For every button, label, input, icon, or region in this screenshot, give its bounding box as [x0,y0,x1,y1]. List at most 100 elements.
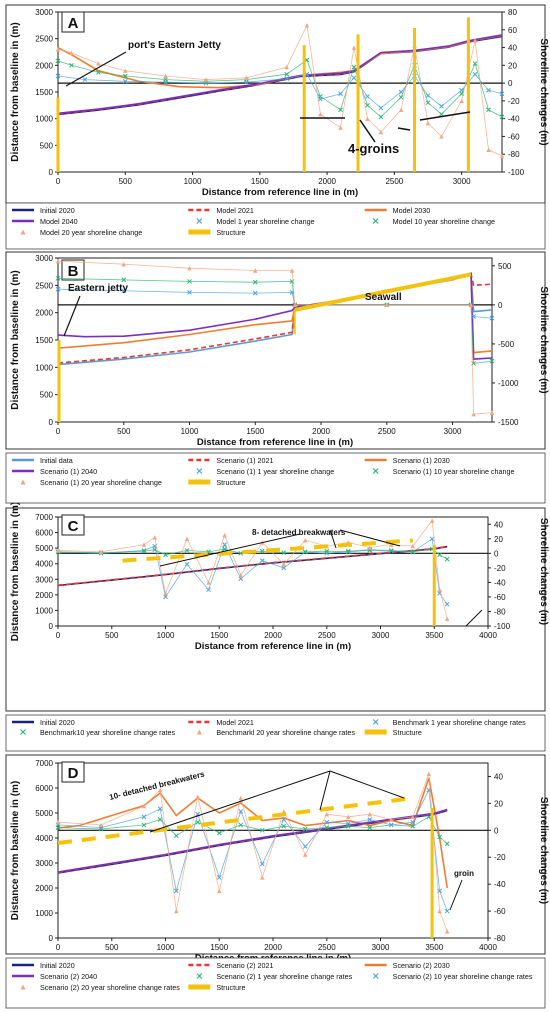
legend-label: Initial 2020 [40,718,75,727]
panel-frame [5,4,546,204]
y2-tick-label: 20 [508,61,517,70]
legend-swatch [196,468,203,474]
x-marker [284,76,290,82]
x-marker [302,844,308,849]
x-marker [206,587,211,593]
x-marker [398,94,404,100]
x-marker [425,100,431,106]
x-marker [163,594,168,600]
annotation-arrow [329,529,337,549]
x-marker [96,70,101,75]
legend-label: Structure [216,983,245,992]
annotation-arrow [65,51,127,87]
marker-trace [57,260,493,415]
panel-label: D [68,765,79,782]
y2-tick-label: 60 [508,26,517,35]
x-marker [437,834,442,840]
triangle-marker [163,591,168,596]
x-marker [472,71,478,77]
x-tick-label: 0 [56,631,61,640]
x-marker [238,550,244,556]
x-marker [187,279,192,284]
triangle-marker [426,771,432,776]
triangle-marker [157,787,163,793]
legend-label: Scenario (1) 2030 [393,456,450,465]
x-tick-label: 3500 [425,943,443,952]
marker-trace [57,277,493,364]
triangle-marker [55,258,61,264]
x-marker [365,102,370,108]
x-marker [489,358,495,364]
x-marker [259,558,265,563]
y-axis-label: Distance from baseline in (m) [10,22,21,161]
legend-swatch [20,479,26,485]
x-marker [365,94,370,99]
y-tick-label: 1500 [35,336,53,345]
panel-label: A [68,15,79,32]
x-marker [173,888,179,894]
panel-label: C [68,518,79,535]
triangle-marker [238,572,243,578]
x-marker [238,809,244,814]
y2-tick-label: -60 [494,907,506,916]
triangle-marker [222,532,227,538]
panel-label-box [61,259,85,281]
y2-tick-label: -40 [494,578,506,587]
triangle-marker [289,268,295,273]
y2-tick-label: -60 [494,593,506,602]
panel-D: 0 500 1000 1500 2000 2500 3000 3500 400001000200… [5,754,549,964]
x-tick-label: 1500 [210,943,228,952]
x-marker [216,875,222,880]
x-marker [281,817,287,822]
panel-A: 0 500 1000 1500 2000 2500 3000 0 500 1000 1500 2000… [5,4,549,204]
legend-label: Scenario (2) 10 year shoreline change ra… [393,972,533,981]
annotation-arrow [419,111,471,121]
triangle-marker [292,302,297,308]
x-marker [367,825,373,830]
x-marker [426,814,432,820]
x-tick-label: 500 [119,177,133,186]
triangle-marker [303,852,308,857]
legend-label: Scenario (2) 20 year shoreline change ra… [40,983,180,992]
y2-tick-label: -100 [508,168,525,177]
y2-tick-label: 80 [508,8,517,17]
annotation-groin: groin [454,869,474,878]
annotation-arrow [449,879,463,911]
marker-trace [57,519,448,619]
x-marker [378,114,384,120]
x-marker [216,830,222,836]
y-tick-label: 2000 [35,591,53,600]
x-marker [378,105,384,111]
triangle-marker [389,542,394,547]
legend-label: Initial data [40,456,73,465]
series-line [57,272,493,360]
y2-tick-label: -40 [494,880,506,889]
x-marker [345,548,351,554]
triangle-marker [444,929,450,934]
triangle-marker [437,908,442,914]
y-tick-label: 1000 [35,363,53,372]
y-tick-label: 0 [49,168,54,177]
triangle-marker [69,50,74,56]
x-marker [259,861,265,867]
triangle-marker [367,811,372,817]
x-tick-label: 3000 [453,177,471,186]
x-marker [141,822,147,828]
y-axis-label: Distance from baseline in (m) [10,781,21,920]
y2-tick-label: 20 [494,535,503,544]
legend-frame [5,452,546,504]
x-tick-label: 2500 [385,177,403,186]
panel-frame [5,507,546,712]
legend-frame [5,957,546,1009]
panel-frame [5,754,546,955]
x-marker [499,114,505,120]
triangle-marker [55,820,61,825]
x-marker [122,78,128,84]
x-tick-label: 500 [105,631,119,640]
triangle-marker [141,542,147,547]
annotation-arrow [339,529,401,547]
x-marker [238,576,244,582]
x-marker [184,561,190,567]
y2-tick-label: 0 [494,826,499,835]
